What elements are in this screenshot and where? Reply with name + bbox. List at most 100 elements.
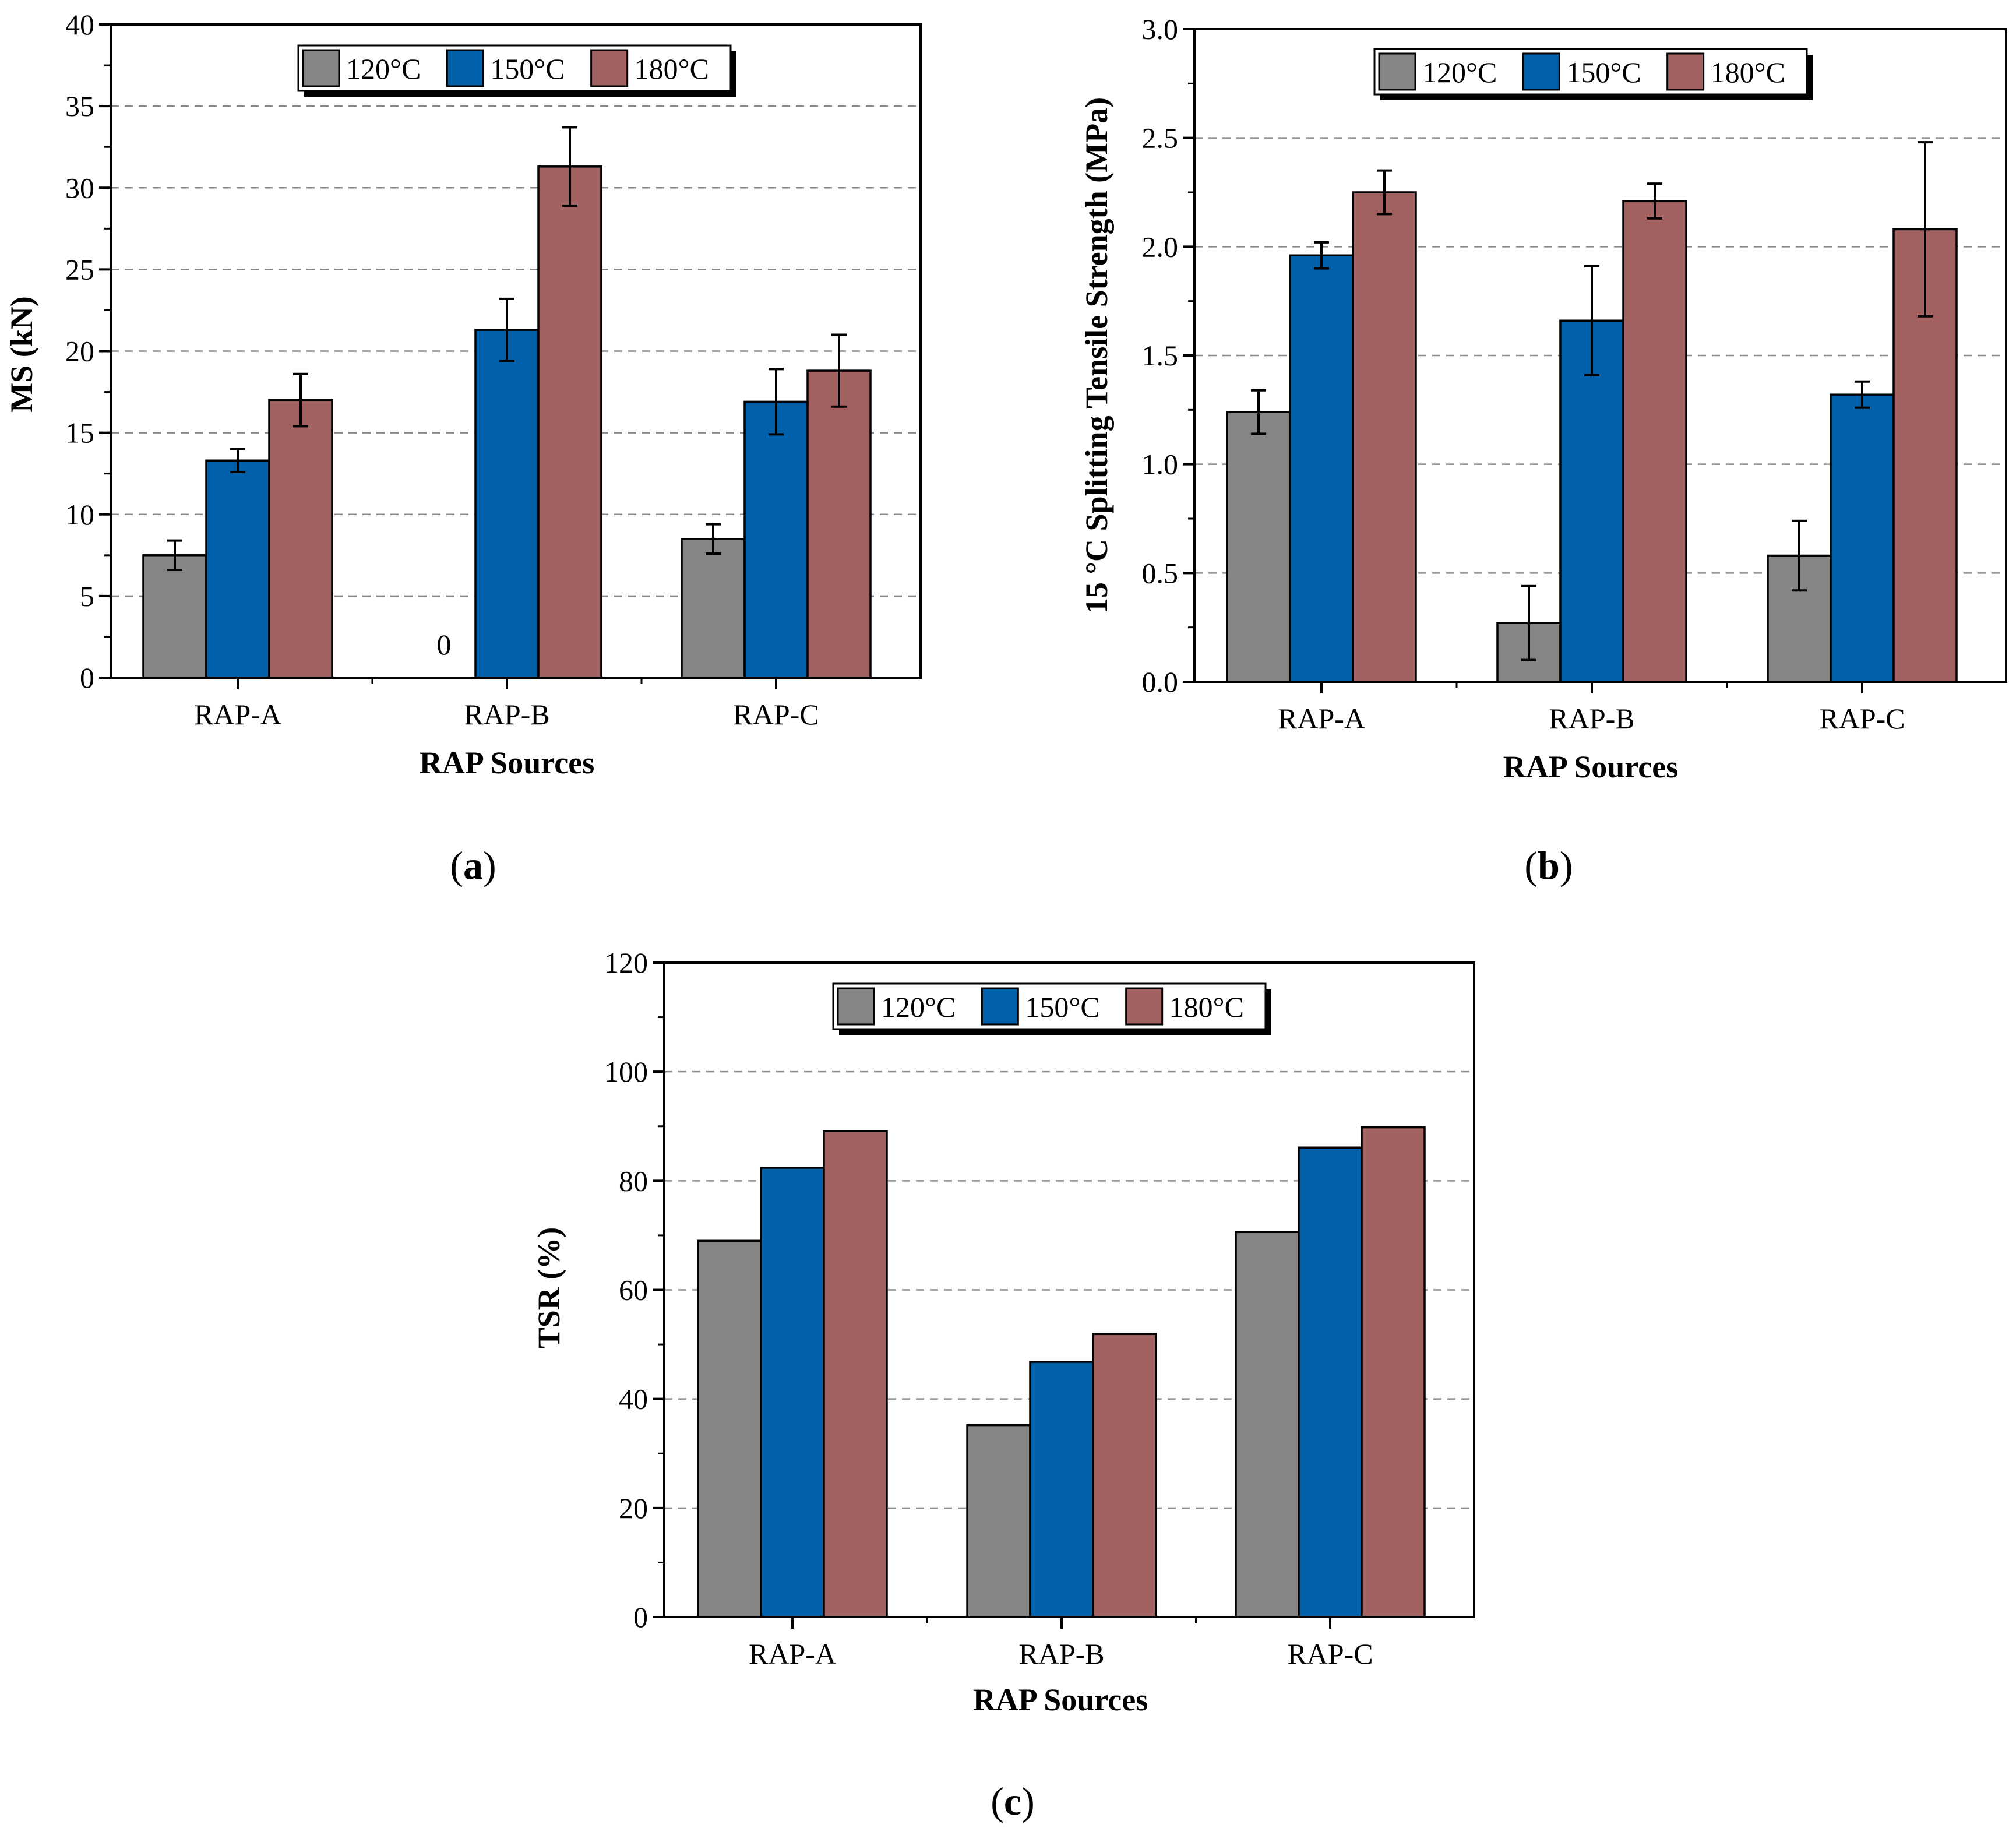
bar [966,1424,1031,1618]
x-tick-label: RAP-A [1278,702,1365,735]
y-tick-label: 20 [619,1492,648,1524]
y-tick-label: 1.5 [1142,339,1179,372]
y-ticks: 0 5 10 15 20 25 30 35 40 [65,8,111,694]
data-label: 0 [437,628,452,661]
panel-letter: a [463,843,483,887]
bars [1226,141,1958,683]
y-ticks: 0 20 40 60 80 100 120 [604,946,664,1633]
x-tick-label: RAP-C [1819,702,1905,735]
legend-swatch [302,49,340,87]
x-tick-label: RAP-B [1549,702,1634,735]
y-tick-label: 2.5 [1142,122,1179,154]
legend-box [297,44,732,92]
legend-box [832,982,1267,1030]
y-tick-label: 35 [65,90,94,122]
panel-label: (b) [1524,843,1573,887]
panel-letter: b [1538,843,1560,887]
legend: 120°C 150°C 180°C [832,982,1271,1035]
bar [823,1130,888,1618]
panel-label: (c) [991,1779,1035,1823]
bar [1559,319,1624,683]
x-axis-title: RAP Sources [420,745,595,780]
bar [697,1239,762,1618]
bar [537,165,602,679]
legend-label: 180°C [635,52,709,85]
legend-label: 120°C [1422,56,1497,89]
y-tick-label: 80 [619,1164,648,1197]
legend-swatch [1125,987,1164,1026]
y-axis-title: TSR (%) [531,1227,566,1349]
bar [142,554,207,679]
y-ticks: 0.0 0.5 1.0 1.5 2.0 2.5 3.0 [1142,13,1194,698]
x-tick-label: RAP-A [194,698,281,731]
legend-label: 120°C [881,991,956,1023]
y-tick-label: 20 [65,335,94,368]
y-tick-label: 0 [633,1601,648,1633]
y-tick-label: 0 [80,661,94,694]
legend-label: 150°C [1025,991,1099,1023]
y-tick-label: 10 [65,498,94,531]
legend-swatch [590,49,629,87]
bars [697,1126,1426,1618]
chart-panel-c: 0 20 40 60 80 100 120 RAP-A RAP-B RAP-C RAP Sour… [531,946,1475,1823]
legend-label: 180°C [1169,991,1244,1023]
x-ticks: RAP-A RAP-B RAP-C [1278,682,1905,735]
y-tick-label: 0.5 [1142,557,1179,589]
x-axis-title: RAP Sources [973,1682,1148,1717]
x-ticks: RAP-A RAP-B RAP-C [749,1617,1373,1670]
y-tick-label: 2.0 [1142,230,1179,263]
bar [1361,1126,1426,1618]
y-tick-label: 60 [619,1274,648,1306]
y-tick-label: 100 [604,1055,648,1088]
bar [760,1167,825,1618]
bar [1092,1333,1157,1618]
x-tick-label: RAP-C [733,698,819,731]
bar [1029,1361,1094,1618]
y-tick-label: 120 [604,946,648,979]
bar [1352,191,1417,683]
y-axis-title: 15 °C Splitting Tensile Strength (MPa) [1079,97,1114,614]
panel-letter: c [1004,1779,1021,1823]
bar [1622,200,1687,683]
y-axis-title: MS (kN) [4,296,39,413]
y-tick-label: 5 [80,580,94,612]
x-tick-label: RAP-B [464,698,549,731]
panel-label: (a) [450,843,496,887]
legend-box [1373,48,1808,96]
x-axis-title: RAP Sources [1503,749,1679,784]
bar [268,399,333,679]
y-tick-label: 40 [65,8,94,41]
bar [1298,1146,1363,1618]
legend-label: 150°C [490,52,565,85]
legend-label: 120°C [346,52,421,85]
bar [1830,393,1895,683]
y-tick-label: 15 [65,417,94,449]
bar [474,329,540,679]
bar [806,369,872,679]
x-tick-label: RAP-B [1018,1637,1104,1670]
y-tick-label: 1.0 [1142,448,1179,481]
legend: 120°C 150°C 180°C [297,44,736,97]
legend-swatch [1378,52,1416,91]
legend-swatch [1522,52,1560,91]
y-tick-label: 40 [619,1383,648,1415]
chart-panel-b: 0.0 0.5 1.0 1.5 2.0 2.5 3.0 RAP-A RAP-B RAP-C RA… [1079,13,2007,887]
legend-label: 150°C [1566,56,1641,89]
y-tick-label: 30 [65,171,94,204]
x-tick-label: RAP-C [1287,1637,1373,1670]
bar [205,459,270,679]
bar [1235,1231,1300,1618]
bars: 0 [142,126,872,679]
y-tick-label: 3.0 [1142,13,1179,45]
chart-panel-a: 0 0 5 10 15 20 25 30 35 40 RAP-A RAP-B RAP-C RAP S… [4,8,922,887]
x-tick-label: RAP-A [749,1637,836,1670]
y-tick-label: 25 [65,253,94,286]
bar [681,538,746,679]
legend-swatch [446,49,484,87]
bar [1226,411,1291,683]
bar [1289,254,1354,683]
legend: 120°C 150°C 180°C [1373,48,1813,100]
legend-label: 180°C [1711,56,1785,89]
legend-swatch [837,987,875,1026]
